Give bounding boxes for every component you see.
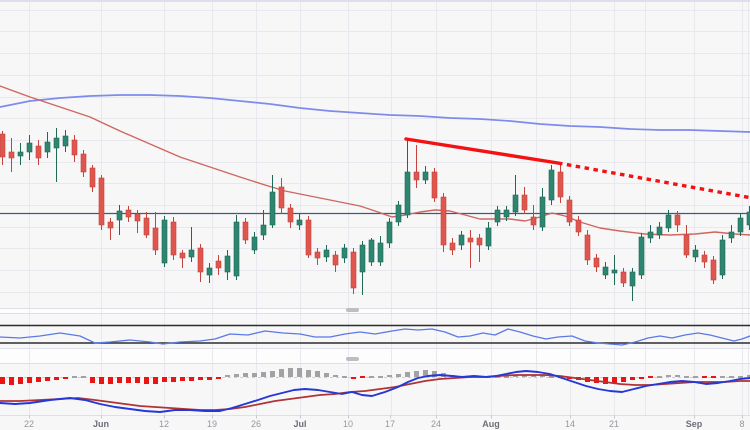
macd-signal-line bbox=[0, 374, 750, 411]
x-tick-label: 17 bbox=[384, 419, 396, 429]
trendline-dotted[interactable] bbox=[557, 161, 750, 200]
x-tick-label: Aug bbox=[482, 419, 500, 429]
ma-fast-line bbox=[0, 85, 750, 236]
x-tick-label: 19 bbox=[206, 419, 218, 429]
macd-histogram bbox=[0, 368, 750, 385]
x-tick-label: Sep bbox=[685, 419, 703, 429]
pane-resize-handle[interactable] bbox=[346, 307, 359, 312]
x-tick-label: 14 bbox=[564, 419, 576, 429]
x-tick-label: Jul bbox=[293, 419, 307, 429]
ma-slow-line bbox=[0, 94, 750, 133]
x-tick-label: 10 bbox=[342, 419, 354, 429]
chart-top-border bbox=[0, 0, 750, 2]
x-tick-label: 22 bbox=[23, 419, 35, 429]
x-tick-label: 21 bbox=[608, 419, 620, 429]
x-tick-label: 12 bbox=[158, 419, 170, 429]
trendline-solid[interactable] bbox=[404, 137, 560, 165]
oscillator-line bbox=[0, 328, 750, 346]
candlesticks bbox=[0, 128, 750, 301]
pane-gap bbox=[0, 348, 750, 363]
pane-gap bbox=[0, 308, 750, 313]
x-tick-label: 24 bbox=[430, 419, 442, 429]
x-tick-label: 26 bbox=[250, 419, 262, 429]
pane-resize-handle[interactable] bbox=[346, 356, 359, 361]
x-tick-label: 8 bbox=[739, 419, 745, 429]
x-tick-label: Jun bbox=[92, 419, 110, 429]
macd-line bbox=[0, 370, 750, 413]
